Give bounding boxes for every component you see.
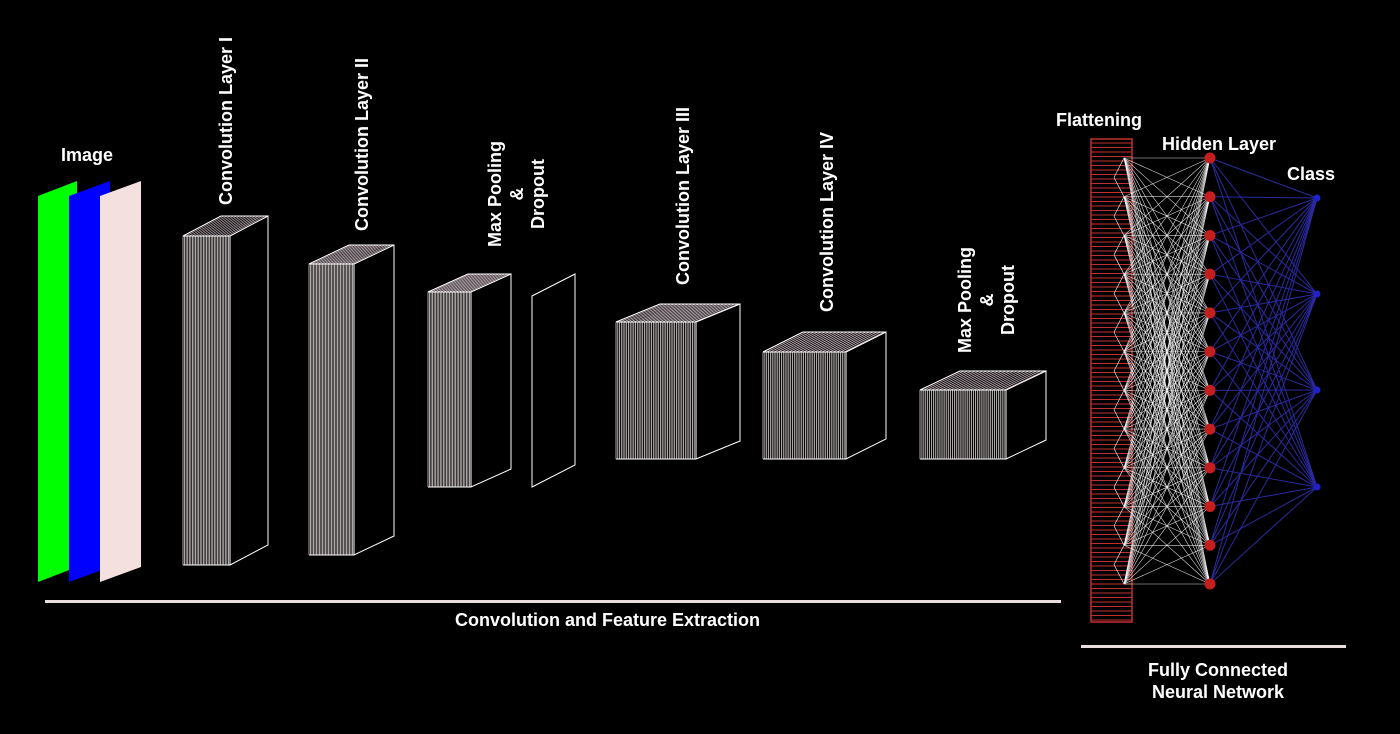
conv1-label: Convolution Layer I <box>216 36 236 205</box>
hidden-node <box>1204 462 1216 474</box>
fc-line2: Neural Network <box>1151 681 1285 702</box>
hidden-node <box>1204 307 1216 319</box>
class-label: Class <box>1287 164 1336 184</box>
conv3-block <box>615 303 741 460</box>
class-node <box>1313 386 1321 394</box>
class-nodes <box>1313 194 1321 491</box>
blue-channel <box>69 181 110 582</box>
input-image-channels <box>38 181 141 582</box>
dropout1-text: Dropout <box>528 159 549 229</box>
conv1-block <box>182 215 269 566</box>
amp1-text: & <box>506 187 527 201</box>
conv3-label: Convolution Layer III <box>673 106 693 285</box>
output-connections <box>1209 157 1318 585</box>
fc-line1: Fully Connected <box>1148 660 1289 680</box>
conv4-label: Convolution Layer IV <box>817 131 837 312</box>
hidden-node <box>1204 578 1216 590</box>
hidden-layer-nodes <box>1204 152 1216 590</box>
maxpool-dropout-1-label: Max Pooling & Dropout <box>485 141 550 247</box>
hidden-node <box>1204 191 1216 203</box>
dropout1-block <box>531 273 576 488</box>
feature-extraction-divider <box>45 600 1061 603</box>
maxpool1-text: Max Pooling <box>485 140 505 247</box>
amp2-text: & <box>976 293 997 307</box>
maxpool2-text: Max Pooling <box>955 246 975 353</box>
hidden-node <box>1204 268 1216 280</box>
class-node <box>1313 194 1321 202</box>
hidden-node <box>1204 423 1216 435</box>
input-connections <box>1113 157 1211 585</box>
light-channel <box>100 181 141 582</box>
hidden-node <box>1204 384 1216 396</box>
green-channel <box>38 181 77 582</box>
fully-connected-label: Fully Connected Neural Network <box>1148 660 1288 703</box>
dropout2-text: Dropout <box>998 265 1019 335</box>
image-label: Image <box>61 145 114 165</box>
hidden-node <box>1204 229 1216 241</box>
feature-blocks <box>182 215 1047 566</box>
hidden-node <box>1204 346 1216 358</box>
conv2-block <box>308 244 395 556</box>
conv2-label: Convolution Layer II <box>352 57 372 231</box>
maxpool2-block <box>919 370 1047 460</box>
feature-extraction-label: Convolution and Feature Extraction <box>455 610 761 630</box>
maxpool-dropout-2-label: Max Pooling & Dropout <box>955 247 1020 353</box>
fully-connected-divider <box>1081 645 1346 648</box>
hidden-node <box>1204 501 1216 513</box>
hidden-node <box>1204 152 1216 164</box>
conv4-block <box>762 331 887 460</box>
maxpool1-block <box>427 273 512 488</box>
class-node <box>1313 483 1321 491</box>
hidden-node <box>1204 539 1216 551</box>
flattening-label: Flattening <box>1056 110 1142 130</box>
class-node <box>1313 290 1321 298</box>
hidden-layer-label: Hidden Layer <box>1162 134 1277 154</box>
flattening-layer <box>1090 138 1133 623</box>
